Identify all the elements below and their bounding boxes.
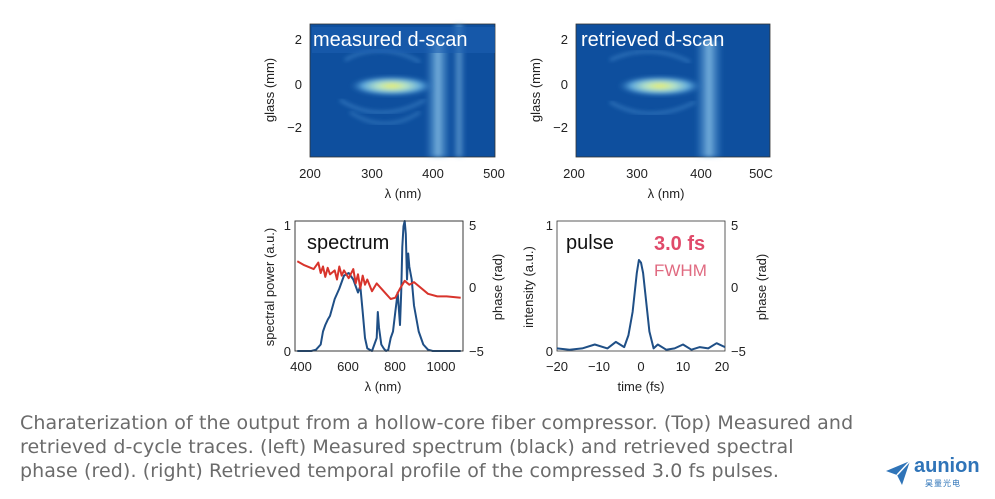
x-tick-label: 1000 bbox=[427, 359, 456, 374]
panel-spectrum bbox=[294, 220, 464, 352]
panel-pulse bbox=[556, 220, 726, 352]
x-axis-label: λ (nm) bbox=[648, 186, 685, 201]
x-tick-label: −10 bbox=[588, 359, 610, 374]
y-axis-label: spectral power (a.u.) bbox=[262, 228, 277, 347]
y-axis-label: glass (mm) bbox=[262, 58, 277, 122]
heatmap-features bbox=[339, 24, 466, 157]
heatmap-features bbox=[609, 40, 723, 157]
x-tick-label: 200 bbox=[563, 166, 585, 181]
y2-axis-label: phase (rad) bbox=[754, 254, 769, 320]
spectrum-lines bbox=[296, 220, 461, 352]
caption-line: Charaterization of the output from a hol… bbox=[20, 412, 854, 434]
x-tick-label: 500 bbox=[483, 166, 505, 181]
x-tick-label: 600 bbox=[337, 359, 359, 374]
y2-tick-label: −5 bbox=[731, 344, 746, 359]
x-tick-label: −20 bbox=[546, 359, 568, 374]
figure-panels: measured d-scan glass (mm) 2 0 −2 200 30… bbox=[262, 23, 773, 394]
vertical-streak bbox=[425, 40, 451, 157]
y-tick-label: 0 bbox=[546, 344, 553, 359]
caption-line: retrieved d-cycle traces. (left) Measure… bbox=[20, 436, 794, 458]
y-tick-label: −2 bbox=[553, 120, 568, 135]
chart-title: retrieved d-scan bbox=[581, 29, 724, 51]
x-tick-label: 400 bbox=[422, 166, 444, 181]
intensity-line bbox=[297, 220, 461, 352]
panel-retrieved-dscan bbox=[575, 23, 771, 158]
pulse-lines bbox=[556, 259, 726, 351]
y2-tick-label: 0 bbox=[731, 280, 738, 295]
central-glow bbox=[350, 76, 434, 96]
y-tick-label: −2 bbox=[287, 120, 302, 135]
x-tick-label: 400 bbox=[690, 166, 712, 181]
y-axis-label: intensity (a.u.) bbox=[521, 246, 536, 328]
intensity-line bbox=[556, 259, 726, 351]
x-axis-label: λ (nm) bbox=[365, 379, 402, 394]
y2-tick-label: 5 bbox=[469, 218, 476, 233]
chart-title: measured d-scan bbox=[313, 29, 468, 51]
x-tick-label: 400 bbox=[290, 359, 312, 374]
x-tick-label: 10 bbox=[676, 359, 690, 374]
x-tick-label: 300 bbox=[626, 166, 648, 181]
y-tick-label: 2 bbox=[561, 32, 568, 47]
central-glow bbox=[618, 76, 702, 96]
fwhm-label: FWHM bbox=[654, 261, 707, 280]
y-tick-label: 1 bbox=[284, 218, 291, 233]
diffraction-arc bbox=[609, 50, 691, 63]
y2-axis-label: phase (rad) bbox=[490, 254, 505, 320]
brand-name: aunion bbox=[914, 455, 980, 477]
x-tick-label: 200 bbox=[299, 166, 321, 181]
x-tick-label: 0 bbox=[637, 359, 644, 374]
figure-caption: Charaterization of the output from a hol… bbox=[20, 411, 985, 483]
panel-measured-dscan bbox=[309, 23, 496, 158]
x-tick-label: 800 bbox=[384, 359, 406, 374]
y-tick-label: 2 bbox=[295, 32, 302, 47]
plot-frame bbox=[294, 220, 464, 352]
y2-tick-label: 5 bbox=[731, 218, 738, 233]
x-tick-label: 20 bbox=[715, 359, 729, 374]
diffraction-arc bbox=[349, 111, 421, 125]
y-tick-label: 1 bbox=[546, 218, 553, 233]
vertical-streak bbox=[695, 40, 723, 157]
fwhm-value: 3.0 fs bbox=[654, 233, 705, 255]
diffraction-arc bbox=[609, 101, 696, 115]
panel-text: measured d-scan glass (mm) 2 0 −2 200 30… bbox=[262, 29, 773, 394]
caption-line: phase (red). (right) Retrieved temporal … bbox=[20, 460, 780, 482]
x-axis-label: time (fs) bbox=[618, 379, 665, 394]
diffraction-arc bbox=[339, 99, 426, 114]
chart-title: spectrum bbox=[307, 232, 389, 254]
y-tick-label: 0 bbox=[284, 344, 291, 359]
title-bg bbox=[312, 27, 495, 53]
x-tick-label: 300 bbox=[361, 166, 383, 181]
y2-tick-label: −5 bbox=[469, 344, 484, 359]
brand-logo: aunion 昊量光电 bbox=[884, 455, 989, 493]
x-axis-label: λ (nm) bbox=[385, 186, 422, 201]
vertical-streak bbox=[452, 24, 466, 157]
y-tick-label: 0 bbox=[561, 77, 568, 92]
x-tick-label: 50C bbox=[749, 166, 773, 181]
phase-line bbox=[296, 260, 461, 300]
y-tick-label: 0 bbox=[295, 77, 302, 92]
brand-subtitle: 昊量光电 bbox=[925, 479, 961, 488]
y-axis-label: glass (mm) bbox=[528, 58, 543, 122]
paper-plane-icon bbox=[886, 460, 911, 485]
y2-tick-label: 0 bbox=[469, 280, 476, 295]
chart-title: pulse bbox=[566, 232, 614, 254]
plot-area bbox=[556, 220, 726, 352]
